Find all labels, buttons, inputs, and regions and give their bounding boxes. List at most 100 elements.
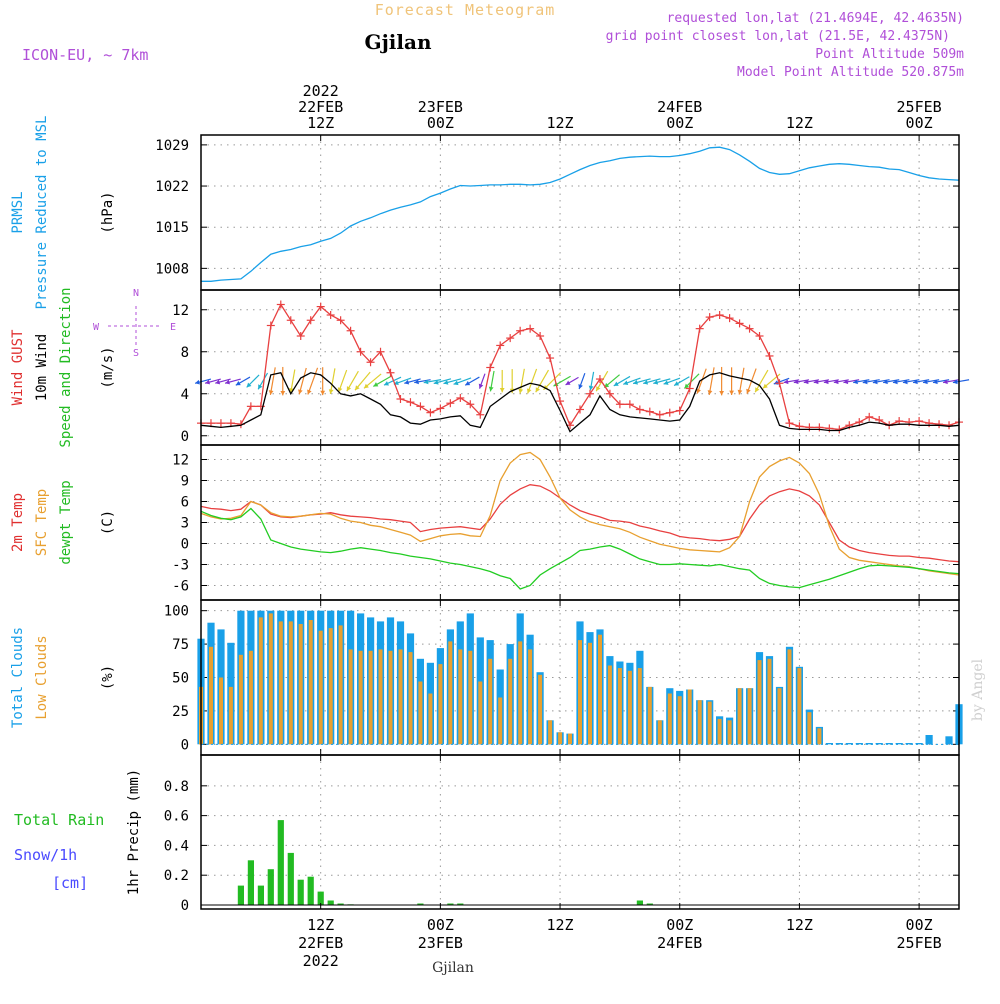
point-altitude: Point Altitude 509m	[815, 47, 964, 62]
wind-arrowhead	[235, 380, 241, 386]
wind-arrowhead	[823, 379, 829, 385]
wind-arrowhead	[383, 381, 389, 386]
watermark: by Angel	[970, 658, 986, 721]
top-time-label: 12Z	[307, 114, 334, 132]
wind-arrowhead	[952, 379, 958, 385]
bar-low	[627, 670, 632, 745]
wind-arrowhead	[518, 388, 524, 394]
wind-arrowhead	[707, 390, 713, 395]
y-tick-label: 0.2	[164, 868, 189, 884]
bar-low	[438, 664, 443, 745]
y-tick-label: 9	[181, 474, 189, 490]
y-axis-label: 10m Wind	[34, 334, 50, 401]
model-altitude: Model Point Altitude 520.875m	[737, 65, 964, 80]
bar-low	[717, 718, 722, 745]
bar-total	[875, 743, 883, 745]
wind-arrowhead	[674, 381, 680, 386]
y-axis-label: 2m Temp	[10, 493, 26, 552]
bar-low	[578, 640, 582, 745]
wind-arrowhead	[280, 390, 286, 396]
bar-total	[835, 743, 843, 745]
panel-temperature: -6 -3 0 3 6 9 12 2m Temp SFC Temp dewpt Temp (C)	[10, 444, 960, 601]
bar-low	[737, 688, 742, 745]
wind-arrowhead	[565, 380, 571, 385]
bar-low	[338, 625, 343, 745]
bar-low	[518, 641, 523, 745]
wind-arrowhead	[833, 379, 839, 385]
bar-low	[677, 696, 682, 745]
y-axis-label: (m/s)	[100, 346, 116, 388]
bar-low	[538, 674, 543, 745]
bar-low	[637, 668, 642, 745]
y-tick-label: 0.6	[164, 809, 189, 825]
y-tick-label: -3	[172, 558, 189, 574]
panel-frame	[200, 754, 960, 910]
bar-rain	[457, 903, 464, 905]
y-tick-label: 75	[172, 637, 189, 653]
bar-low	[248, 650, 253, 745]
bar-low	[398, 649, 403, 745]
bar-low	[458, 649, 463, 745]
y-axis-label: Wind GUST	[10, 329, 26, 405]
y-tick-label: 0	[181, 537, 189, 553]
top-time-label: 00Z	[906, 114, 933, 132]
y-tick-label: 4	[181, 387, 189, 403]
bottom-time-label: 24FEB	[657, 934, 702, 952]
bar-low	[777, 688, 782, 745]
bar-total	[885, 743, 893, 745]
bar-total	[845, 743, 853, 745]
bottom-time-label: 25FEB	[897, 934, 942, 952]
bar-rain	[646, 903, 653, 905]
bar-low	[617, 668, 622, 745]
y-tick-label: 1015	[155, 220, 189, 236]
bar-low	[807, 712, 812, 745]
bar-rain	[277, 820, 284, 905]
wind-arrowhead	[902, 379, 908, 385]
wind-arrowhead	[923, 379, 928, 385]
bottom-time-label: 22FEB	[298, 934, 343, 952]
bar-low	[607, 665, 612, 745]
series-line	[201, 146, 960, 282]
y-axis-label: Low Clouds	[34, 635, 50, 719]
wind-arrowhead	[289, 388, 294, 393]
wind-arrowhead	[913, 379, 918, 385]
top-time-label: 24FEB	[657, 98, 702, 116]
wind-arrowhead	[526, 388, 532, 394]
panel-wind: 0 4 8 12 Wind GUST 10m Wind Speed and Directio…	[10, 287, 970, 448]
wind-arrowhead	[613, 381, 619, 386]
wind-arrowhead	[363, 383, 369, 389]
bar-low	[667, 693, 672, 745]
precip-legend-label: [cm]	[52, 874, 88, 892]
requested-coords: requested lon,lat (21.4694E, 42.4635N)	[667, 11, 964, 26]
series-dewpt	[200, 507, 960, 590]
wind-arrowhead	[746, 388, 751, 394]
bar-rain	[317, 891, 324, 905]
bar-low	[408, 652, 413, 745]
y-tick-label: 3	[181, 516, 189, 532]
y-tick-label: 50	[172, 671, 189, 687]
wind-arrowhead	[307, 389, 312, 395]
bar-low	[787, 649, 792, 745]
wind-arrowhead	[535, 387, 540, 393]
wind-arrowhead	[813, 379, 819, 385]
y-axis-label: PRMSL	[10, 191, 26, 233]
bar-rain	[307, 876, 314, 905]
wind-arrowhead	[298, 389, 303, 395]
y-tick-label: 1008	[155, 261, 189, 277]
panel-frame	[200, 134, 960, 291]
wind-arrowhead	[488, 386, 494, 392]
wind-arrowhead	[414, 379, 419, 385]
bar-low	[488, 658, 493, 745]
bar-total	[905, 743, 913, 745]
top-time-label: 2022	[303, 82, 339, 100]
bar-low	[498, 697, 503, 745]
y-tick-label: 0	[181, 737, 189, 753]
model-label: ICON-EU, ~ 7km	[22, 46, 148, 64]
bar-low	[288, 621, 293, 745]
bar-rain	[636, 900, 643, 905]
y-tick-label: 0.8	[164, 779, 189, 795]
bar-low	[368, 650, 373, 745]
wind-arrowhead	[465, 380, 471, 386]
